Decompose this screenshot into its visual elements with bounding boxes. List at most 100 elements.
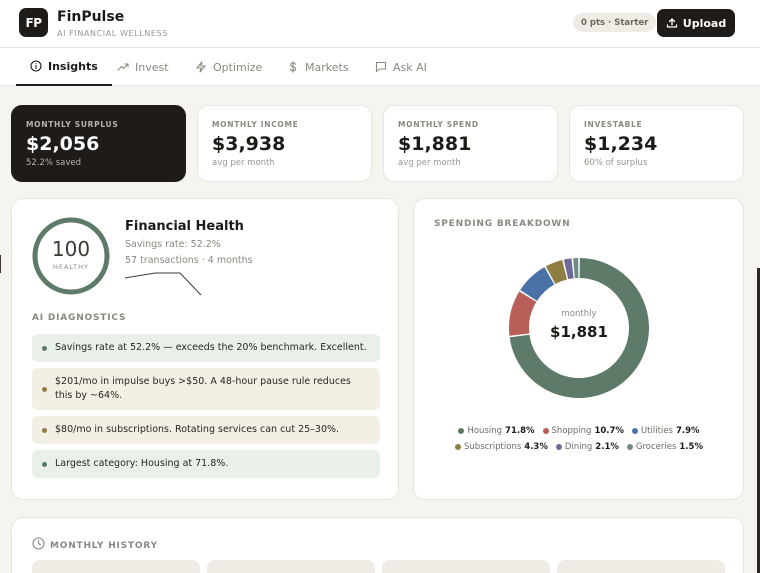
legend-value: 4.3% xyxy=(524,442,548,452)
donut-slice-subscriptions[interactable] xyxy=(545,260,568,284)
legend-label: Subscriptions xyxy=(464,442,522,452)
legend-swatch xyxy=(626,444,633,450)
health-title: Financial Health xyxy=(125,219,244,234)
stat-label: MONTHLY SPEND xyxy=(398,120,479,129)
health-score: 100 xyxy=(51,237,91,261)
stat-sub: 52.2% saved xyxy=(26,158,81,168)
diagnostic-text: Savings rate at 52.2% — exceeds the 20% … xyxy=(55,342,367,353)
legend-item-shopping: Shopping 10.7% xyxy=(542,426,624,436)
legend-value: 10.7% xyxy=(594,426,624,436)
upload-button[interactable]: Upload xyxy=(657,9,735,37)
clock-icon xyxy=(32,537,45,550)
edge-marker xyxy=(0,255,1,273)
legend-item-groceries: Groceries 1.5% xyxy=(626,442,703,452)
transaction-summary: 57 transactions · 4 months xyxy=(125,255,253,266)
spending-breakdown-card: SPENDING BREAKDOWN monthly $1,881 Housin… xyxy=(413,198,744,500)
legend-label: Utilities xyxy=(640,426,673,436)
health-score-ring xyxy=(32,217,110,295)
stat-label: MONTHLY SURPLUS xyxy=(26,120,119,129)
app-name: FinPulse xyxy=(57,9,125,25)
legend-value: 7.9% xyxy=(675,426,700,436)
legend-label: Housing xyxy=(467,426,503,436)
diagnostic-item: $80/mo in subscriptions. Rotating servic… xyxy=(32,416,380,444)
health-score-label: HEALTHY xyxy=(53,263,89,271)
legend-label: Groceries xyxy=(635,442,677,452)
stat-sub: 60% of surplus xyxy=(584,158,648,168)
stat-card-surplus: MONTHLY SURPLUS $2,056 52.2% saved xyxy=(11,105,186,182)
savings-rate: Savings rate: 52.2% xyxy=(125,239,221,250)
stat-value: $3,938 xyxy=(212,133,286,155)
donut-slice-dining[interactable] xyxy=(563,258,574,280)
chart-legend-row: Housing 71.8% Shopping 10.7% Utilities 7.9% xyxy=(414,426,744,436)
dollar-icon xyxy=(289,61,297,73)
legend-swatch xyxy=(555,444,562,450)
financial-health-card: 100 HEALTHY Financial Health Savings rat… xyxy=(11,198,399,500)
trend-line-icon xyxy=(117,63,129,71)
monthly-history-card: MONTHLY HISTORY xyxy=(11,517,744,573)
donut-slice-utilities[interactable] xyxy=(520,267,555,301)
tab-ask-ai[interactable]: Ask AI xyxy=(375,48,427,86)
tab-insights[interactable]: Insights xyxy=(16,48,112,86)
donut-slice-shopping[interactable] xyxy=(509,291,537,336)
diagnostic-text: $201/mo in impulse buys >$50. A 48-hour … xyxy=(55,376,351,401)
upload-label: Upload xyxy=(682,16,727,30)
points-badge[interactable]: 0 pts · Starter xyxy=(573,13,657,32)
legend-swatch xyxy=(631,428,638,434)
info-circle-icon xyxy=(30,60,42,72)
legend-item-subscriptions: Subscriptions 4.3% xyxy=(455,442,548,452)
legend-label: Shopping xyxy=(551,426,592,436)
bullet-icon xyxy=(42,345,47,351)
app-header: FP FinPulse AI FINANCIAL WELLNESS 0 pts … xyxy=(0,0,760,48)
stat-label: MONTHLY INCOME xyxy=(212,120,299,129)
legend-label: Dining xyxy=(564,442,593,452)
tab-ask-ai-label: Ask AI xyxy=(393,60,427,74)
diagnostic-item: $201/mo in impulse buys >$50. A 48-hour … xyxy=(32,368,380,410)
chart-legend-row: Subscriptions 4.3% Dining 2.1% Groceries 1.5% xyxy=(414,442,744,452)
donut-center-label: monthly xyxy=(561,309,597,319)
history-month-card[interactable] xyxy=(382,560,550,573)
donut-slice-groceries[interactable] xyxy=(573,258,579,279)
diagnostic-item: Largest category: Housing at 71.8%. xyxy=(32,450,380,478)
diagnostic-item: Savings rate at 52.2% — exceeds the 20% … xyxy=(32,334,380,362)
history-month-card[interactable] xyxy=(557,560,725,573)
legend-value: 71.8% xyxy=(505,426,535,436)
app-logo: FP xyxy=(19,8,48,37)
tab-insights-label: Insights xyxy=(48,59,98,73)
legend-item-utilities: Utilities 7.9% xyxy=(631,426,700,436)
spending-donut-chart xyxy=(509,258,649,398)
tab-markets[interactable]: Markets xyxy=(287,48,349,86)
stat-sub: avg per month xyxy=(398,158,461,168)
upload-icon xyxy=(666,18,677,28)
legend-item-dining: Dining 2.1% xyxy=(555,442,619,452)
tab-invest-label: Invest xyxy=(135,60,169,74)
tab-optimize-label: Optimize xyxy=(213,60,263,74)
history-month-card[interactable] xyxy=(207,560,375,573)
spending-title: SPENDING BREAKDOWN xyxy=(434,219,571,229)
main-tabs: Insights Invest Optimize Markets Ask AI xyxy=(0,48,760,86)
stat-value: $1,881 xyxy=(398,133,472,155)
legend-swatch xyxy=(542,428,549,434)
scrollbar[interactable] xyxy=(757,268,760,573)
diagnostic-text: $80/mo in subscriptions. Rotating servic… xyxy=(55,424,340,435)
diagnostic-text: Largest category: Housing at 71.8%. xyxy=(55,458,229,469)
chat-bubble-icon xyxy=(375,61,387,73)
stat-value: $2,056 xyxy=(26,133,100,155)
tab-markets-label: Markets xyxy=(305,60,349,74)
bullet-icon xyxy=(42,461,47,467)
legend-item-housing: Housing 71.8% xyxy=(458,426,535,436)
stat-card-investable: INVESTABLE $1,234 60% of surplus xyxy=(569,105,744,182)
legend-swatch xyxy=(458,428,465,434)
history-month-card[interactable] xyxy=(32,560,200,573)
bullet-icon xyxy=(42,386,47,392)
legend-swatch xyxy=(455,444,462,450)
legend-value: 2.1% xyxy=(595,442,619,452)
stat-label: INVESTABLE xyxy=(584,120,643,129)
stat-card-income: MONTHLY INCOME $3,938 avg per month xyxy=(197,105,372,182)
stat-value: $1,234 xyxy=(584,133,658,155)
stat-card-spend: MONTHLY SPEND $1,881 avg per month xyxy=(383,105,558,182)
tab-optimize[interactable]: Optimize xyxy=(195,48,262,86)
tab-invest[interactable]: Invest xyxy=(117,48,169,86)
app-tagline: AI FINANCIAL WELLNESS xyxy=(57,29,168,38)
lightning-icon xyxy=(196,61,206,73)
donut-center-value: $1,881 xyxy=(550,323,608,341)
